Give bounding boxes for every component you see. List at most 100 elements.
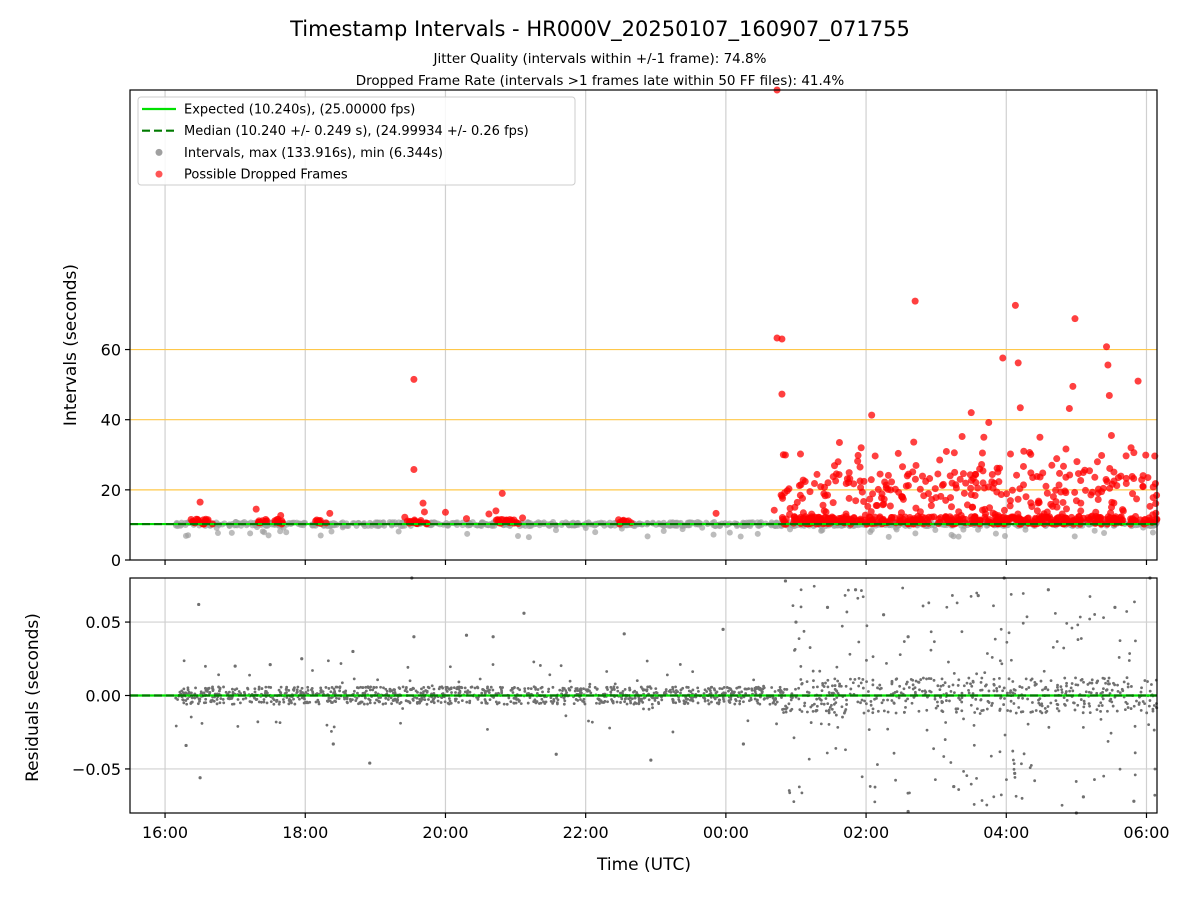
residual-marker [969, 782, 973, 786]
dropped-frame-marker [822, 508, 830, 516]
residual-marker [572, 702, 576, 706]
residual-marker [987, 701, 991, 704]
residual-marker [979, 698, 983, 701]
residual-marker [541, 690, 544, 694]
dropped-frame-marker [1142, 451, 1150, 459]
residual-marker [525, 692, 529, 695]
residual-marker [807, 757, 811, 761]
dropped-frame-marker [871, 452, 879, 460]
interval-marker [868, 526, 875, 533]
residual-marker [1082, 699, 1086, 703]
residual-marker [911, 683, 915, 687]
residual-marker [404, 699, 408, 703]
residual-marker [637, 701, 641, 705]
residual-marker [237, 690, 241, 693]
interval-marker [699, 524, 706, 531]
dropped-frame-point [978, 449, 986, 457]
residual-marker [674, 685, 677, 689]
dropped-frame-point [806, 488, 814, 496]
residual-marker [633, 689, 637, 693]
residual-marker [282, 700, 286, 704]
residual-marker [797, 785, 801, 789]
dropped-frame-point [785, 485, 793, 493]
dropped-frame-marker [884, 471, 892, 479]
residual-marker [579, 688, 583, 692]
residual-marker [727, 699, 731, 702]
residual-marker [1133, 600, 1136, 604]
residual-marker [774, 696, 778, 700]
residual-marker [826, 685, 830, 689]
residual-marker [641, 701, 645, 704]
dropped-frame-marker [1129, 490, 1137, 498]
residual-marker [523, 689, 527, 693]
residual-marker [998, 659, 1002, 663]
residual-marker [1071, 689, 1075, 693]
residual-marker [204, 664, 207, 668]
residual-marker [314, 700, 318, 704]
residual-marker [563, 699, 567, 703]
dropped-frame-marker [1043, 508, 1051, 516]
residual-marker [768, 702, 772, 706]
residual-marker [739, 695, 743, 699]
residual-marker [916, 680, 920, 684]
residual-marker [1068, 689, 1072, 693]
dropped-frame-marker [934, 470, 942, 478]
residual-marker [861, 686, 865, 690]
dropped-frame-point [1011, 301, 1019, 309]
residual-marker [558, 688, 562, 692]
residual-marker [423, 698, 427, 701]
residual-point [1113, 605, 1117, 609]
residual-marker [1060, 688, 1064, 692]
residual-marker [753, 690, 757, 694]
residual-marker [865, 624, 869, 628]
residual-marker [992, 689, 996, 693]
residual-point [412, 635, 416, 639]
interval-marker [182, 532, 189, 539]
residual-marker [833, 684, 837, 687]
residual-marker [734, 699, 738, 703]
dropped-frame-point [1134, 377, 1142, 385]
residual-marker [980, 688, 984, 692]
residual-marker [518, 688, 522, 692]
residual-marker [1060, 803, 1064, 807]
dropped-frame-marker [952, 481, 960, 489]
residual-marker [426, 685, 430, 689]
dropped-frame-marker [1049, 493, 1057, 501]
interval-marker [228, 529, 235, 536]
residual-marker [190, 696, 194, 700]
residual-marker [998, 685, 1001, 689]
legend-label: Intervals, max (133.916s), min (6.344s) [184, 146, 443, 161]
residual-marker [460, 699, 464, 703]
residual-marker [657, 702, 661, 706]
residual-marker [281, 698, 285, 701]
dropped-frame-marker [1033, 507, 1041, 515]
dropped-frame-point [770, 506, 778, 514]
dropped-frame-marker [1152, 509, 1160, 517]
residuals-scatter-bulk [174, 584, 1159, 807]
residual-marker [509, 700, 513, 703]
dropped-frame-marker [791, 503, 799, 511]
residual-marker [512, 701, 516, 705]
x-tick-label: 04:00 [983, 823, 1029, 842]
dropped-frame-point [899, 463, 907, 471]
residual-marker [957, 696, 961, 700]
dropped-frame-point [1105, 392, 1113, 399]
residual-marker [980, 799, 984, 802]
residual-marker [860, 589, 863, 592]
residual-marker [841, 715, 844, 719]
residual-marker [609, 690, 613, 694]
residual-marker [287, 689, 291, 692]
residual-marker [832, 697, 836, 701]
dropped-frame-marker [941, 513, 949, 521]
residual-marker [782, 711, 785, 714]
residual-marker [836, 679, 840, 683]
residual-marker [278, 721, 282, 725]
residual-marker [867, 728, 871, 732]
residual-marker [1054, 689, 1057, 693]
residual-marker [967, 688, 970, 692]
residual-marker [671, 730, 675, 734]
residual-marker [1099, 701, 1103, 705]
residual-marker [561, 689, 564, 692]
residual-marker [299, 691, 303, 695]
